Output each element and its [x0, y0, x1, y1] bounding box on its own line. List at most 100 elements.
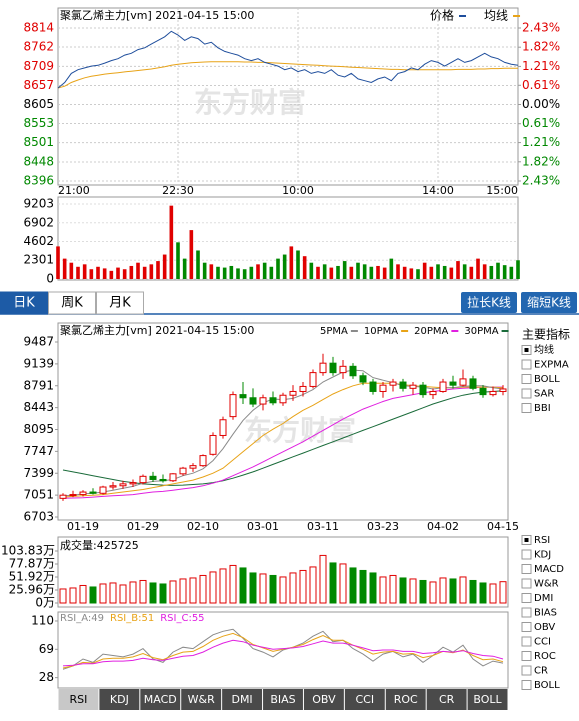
- period-tab-label[interactable]: 周K: [61, 296, 83, 311]
- zoom-button-label[interactable]: 拉长K线: [467, 295, 511, 310]
- volume-bar: [479, 582, 487, 604]
- volume-bar: [219, 568, 227, 604]
- checkbox[interactable]: [521, 564, 532, 574]
- volume-bar: [469, 266, 474, 279]
- volume-bar: [282, 254, 287, 279]
- x-tick-label: 21:00: [58, 184, 90, 197]
- y-tick-label: 7747: [23, 444, 54, 458]
- indicator-option[interactable]: EXPMA: [534, 360, 569, 371]
- zoom-button-label[interactable]: 缩短K线: [527, 295, 571, 310]
- checkbox[interactable]: [521, 665, 532, 676]
- indicator-tab-label[interactable]: CCI: [356, 693, 375, 706]
- checkbox[interactable]: [521, 622, 532, 632]
- checkbox[interactable]: [521, 636, 532, 647]
- volume-bar: [449, 578, 457, 604]
- period-tab-label[interactable]: 月K: [109, 296, 131, 311]
- candle-body: [409, 384, 417, 389]
- x-tick-label: 14:00: [422, 184, 454, 197]
- indicator-tab[interactable]: [99, 689, 140, 710]
- candle-body: [299, 385, 307, 392]
- indicator-option[interactable]: ROC: [534, 651, 556, 662]
- candle-body: [399, 381, 407, 389]
- volume-bar: [389, 258, 394, 279]
- y-tick-label: 8709: [23, 59, 54, 73]
- checkbox[interactable]: [521, 578, 532, 589]
- indicator-tab[interactable]: [222, 689, 263, 710]
- volume-bar: [222, 267, 227, 279]
- indicator-option[interactable]: CCI: [534, 637, 551, 648]
- volume-bar: [89, 586, 97, 604]
- indicator-option[interactable]: CR: [534, 666, 548, 677]
- intraday-title: 聚氯乙烯主力[vm] 2021-04-15 15:00: [60, 8, 254, 22]
- indicator-option[interactable]: W&R: [534, 579, 559, 590]
- indicator-tab[interactable]: [344, 689, 385, 710]
- checkbox[interactable]: [521, 403, 532, 413]
- indicator-option[interactable]: 均线: [534, 343, 554, 356]
- indicator-option[interactable]: BBI: [534, 403, 551, 414]
- volume-bar: [322, 264, 327, 279]
- indicator-tab-label[interactable]: CR: [439, 693, 455, 706]
- indicator-tab-label[interactable]: OBV: [312, 693, 336, 706]
- indicator-tab[interactable]: [58, 689, 99, 710]
- indicator-tab-label[interactable]: RSI: [70, 693, 88, 706]
- indicator-option[interactable]: OBV: [534, 622, 555, 633]
- candle-body: [349, 365, 357, 377]
- legend-label: 30PMA: [464, 326, 498, 337]
- checkbox[interactable]: [521, 651, 532, 661]
- indicator-tab-label[interactable]: ROC: [394, 693, 418, 706]
- y-tick-label: 110: [31, 613, 54, 627]
- indicator-option[interactable]: SAR: [534, 389, 554, 400]
- candle-body: [389, 381, 397, 386]
- indicator-option[interactable]: DMI: [534, 593, 553, 604]
- checkbox[interactable]: [521, 374, 532, 384]
- indicator-tab[interactable]: [426, 689, 467, 710]
- indicator-option[interactable]: BIAS: [534, 608, 557, 619]
- indicator-tab[interactable]: [140, 689, 181, 710]
- candle-body: [289, 390, 297, 396]
- indicator-option[interactable]: BOLL: [534, 374, 560, 385]
- indicator-tab-label[interactable]: BOLL: [473, 693, 502, 706]
- period-tab[interactable]: [0, 291, 48, 315]
- indicator-option[interactable]: RSI: [534, 535, 550, 546]
- checkbox[interactable]: [521, 607, 532, 618]
- period-tab-label[interactable]: 日K: [13, 296, 35, 311]
- indicator-option[interactable]: MACD: [534, 564, 564, 575]
- indicator-tab-label[interactable]: BIAS: [270, 693, 295, 706]
- indicator-tab-label[interactable]: DMI: [231, 693, 252, 706]
- rsi-line: [62, 639, 504, 667]
- volume-bar: [262, 262, 267, 279]
- candle-body: [279, 394, 287, 404]
- indicator-tab[interactable]: [303, 689, 344, 710]
- volume-bar: [382, 267, 387, 279]
- volume-bar: [76, 266, 80, 279]
- checkbox[interactable]: [521, 388, 532, 399]
- intraday-line: [57, 61, 518, 89]
- indicator-tab-label[interactable]: KDJ: [110, 693, 129, 706]
- volume-bar: [369, 266, 374, 279]
- volume-bar: [149, 264, 154, 279]
- indicator-option[interactable]: KDJ: [534, 550, 551, 561]
- x-tick-label: 01-29: [127, 520, 159, 533]
- volume-bar: [359, 569, 367, 604]
- period-tab[interactable]: [48, 291, 96, 315]
- indicator-tab[interactable]: [181, 689, 222, 710]
- y-tick-label: 25.96万: [9, 582, 55, 596]
- indicator-tab-label[interactable]: W&R: [188, 693, 215, 706]
- period-tab[interactable]: [96, 291, 144, 315]
- indicator-tab[interactable]: [467, 689, 508, 710]
- candle-body: [109, 485, 117, 488]
- indicator-option[interactable]: BOLL: [534, 680, 560, 691]
- volume-bar: [402, 266, 407, 279]
- checkbox[interactable]: [521, 359, 532, 370]
- volume-bar: [59, 588, 67, 604]
- volume-bar: [429, 581, 437, 604]
- indicator-tab[interactable]: [385, 689, 426, 710]
- checkbox[interactable]: [521, 593, 532, 603]
- indicator-tab-label[interactable]: MACD: [144, 693, 177, 706]
- checkbox[interactable]: [521, 680, 532, 690]
- zoom-button[interactable]: [521, 292, 577, 313]
- zoom-button[interactable]: [461, 292, 517, 313]
- checkbox[interactable]: [521, 549, 532, 560]
- candle-body: [449, 381, 457, 386]
- indicator-tab[interactable]: [263, 689, 303, 710]
